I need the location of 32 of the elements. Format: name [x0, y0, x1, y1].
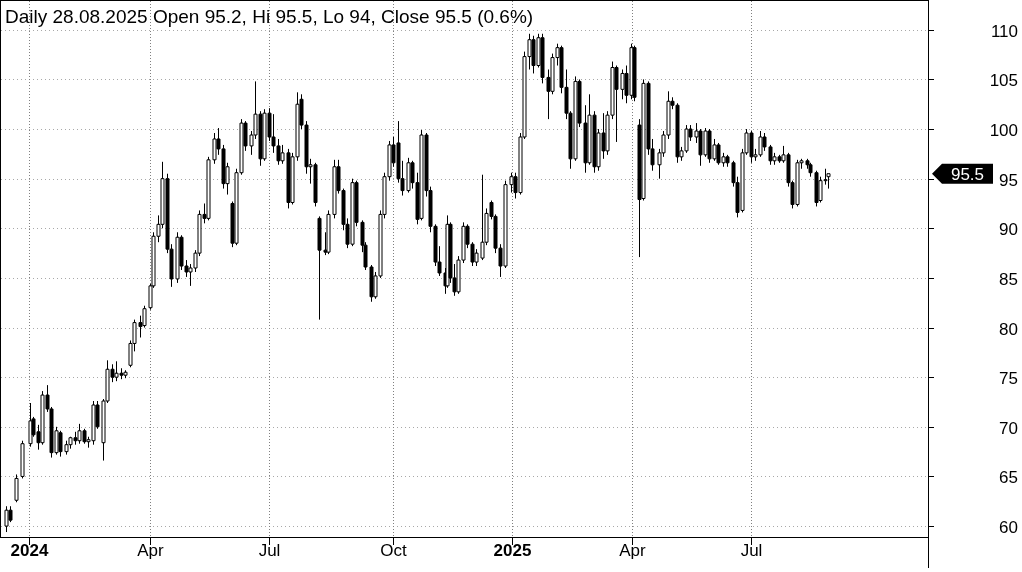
y-tick-label: 95	[999, 170, 1018, 190]
x-tick-label: Jul	[740, 541, 763, 560]
y-tick-label: 105	[989, 70, 1018, 90]
candlestick	[531, 35, 536, 74]
y-tick-label: 90	[999, 219, 1018, 239]
candlestick	[14, 473, 19, 503]
candlestick	[123, 369, 128, 379]
candlestick	[114, 360, 119, 382]
y-tick-label: 110	[990, 21, 1018, 41]
candlestick	[4, 505, 9, 533]
x-tick-label: Apr	[619, 541, 647, 560]
y-tick-label: 75	[999, 368, 1018, 388]
y-tick-label: 100	[989, 120, 1018, 140]
candlestick	[20, 440, 25, 479]
candlestick	[28, 402, 33, 448]
x-tick-label: Apr	[137, 541, 165, 560]
y-tick-label: 60	[999, 517, 1018, 537]
x-tick-label: Oct	[380, 541, 407, 560]
y-tick-label: 85	[999, 269, 1018, 289]
y-tick-label: 70	[999, 418, 1018, 438]
candlestick	[632, 45, 637, 102]
x-tick-label: 2025	[493, 541, 532, 560]
y-tick-label: 80	[999, 319, 1018, 339]
candlestick	[707, 128, 712, 164]
y-tick-label: 65	[999, 467, 1018, 487]
candlestick	[317, 215, 322, 321]
chart-title: Daily 28.08.2025 Open 95.2, Hi 95.5, Lo 94, Close 95.5 (0.6%)	[5, 6, 534, 27]
text: 95.5	[950, 164, 985, 184]
candlestick	[716, 142, 721, 166]
x-tick-label: 2024	[10, 541, 49, 560]
candlestick	[826, 173, 831, 190]
x-tick-label: Jul	[258, 541, 281, 560]
